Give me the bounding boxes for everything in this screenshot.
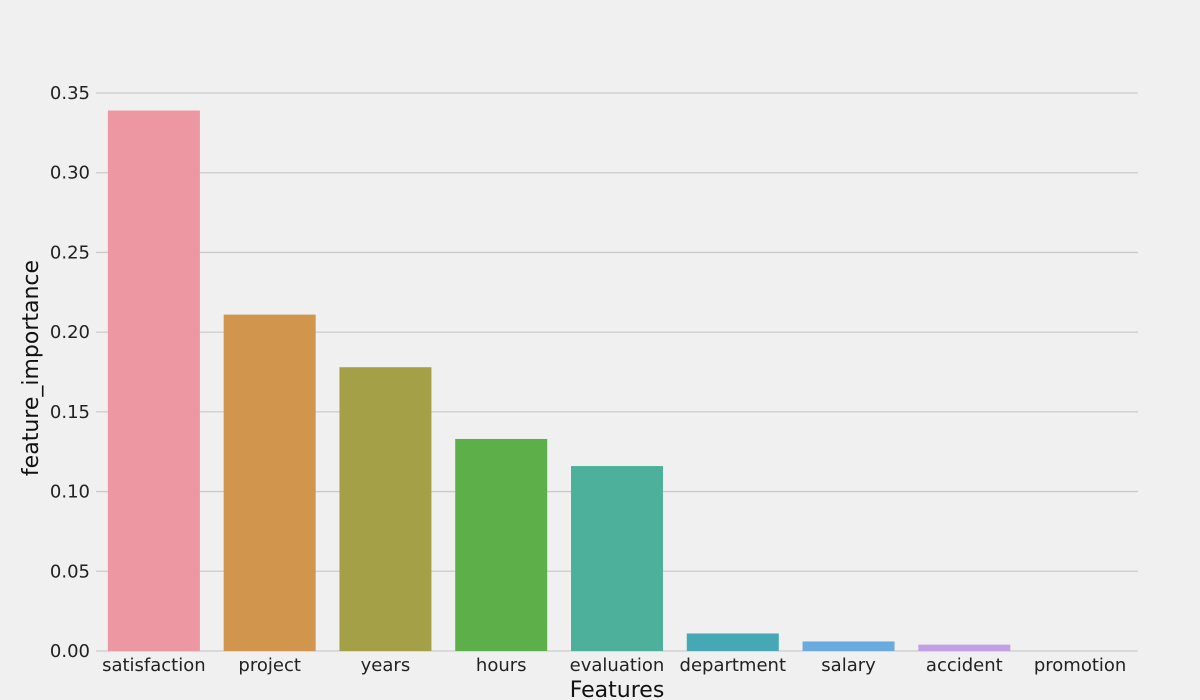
bar-evaluation (571, 466, 663, 651)
x-tick-label: satisfaction (102, 655, 206, 676)
x-tick-label: department (680, 655, 787, 676)
x-tick-label: years (361, 655, 411, 676)
y-tick-label: 0.25 (50, 242, 90, 263)
y-tick-label: 0.00 (50, 641, 90, 662)
y-tick-label: 0.10 (50, 482, 90, 503)
bar-years (339, 367, 432, 651)
x-tick-labels: satisfaction project years hours evaluation d… (102, 655, 1126, 676)
y-tick-label: 0.15 (50, 402, 90, 423)
y-tick-label: 0.05 (50, 561, 90, 582)
y-tick-label: 0.35 (50, 83, 90, 104)
x-tick-label: promotion (1034, 655, 1126, 676)
x-tick-label: accident (926, 655, 1003, 676)
bar-hours (455, 438, 548, 651)
x-tick-label: project (238, 655, 300, 676)
x-tick-label: hours (476, 655, 527, 676)
bar-satisfaction (107, 110, 200, 652)
x-tick-label: salary (821, 655, 876, 676)
bars (107, 110, 1011, 652)
y-tick-labels: 0.00 0.05 0.10 0.15 0.20 0.25 0.30 0.35 (50, 83, 90, 662)
bar-accident (918, 644, 1011, 651)
y-axis-label: feature_importance (19, 260, 44, 476)
bar-project (223, 314, 316, 651)
bar-department (686, 633, 779, 651)
x-tick-label: evaluation (570, 655, 665, 676)
bar-salary (802, 641, 895, 651)
x-axis-label: Features (570, 678, 665, 700)
y-tick-label: 0.30 (50, 163, 90, 184)
y-tick-label: 0.20 (50, 322, 90, 343)
